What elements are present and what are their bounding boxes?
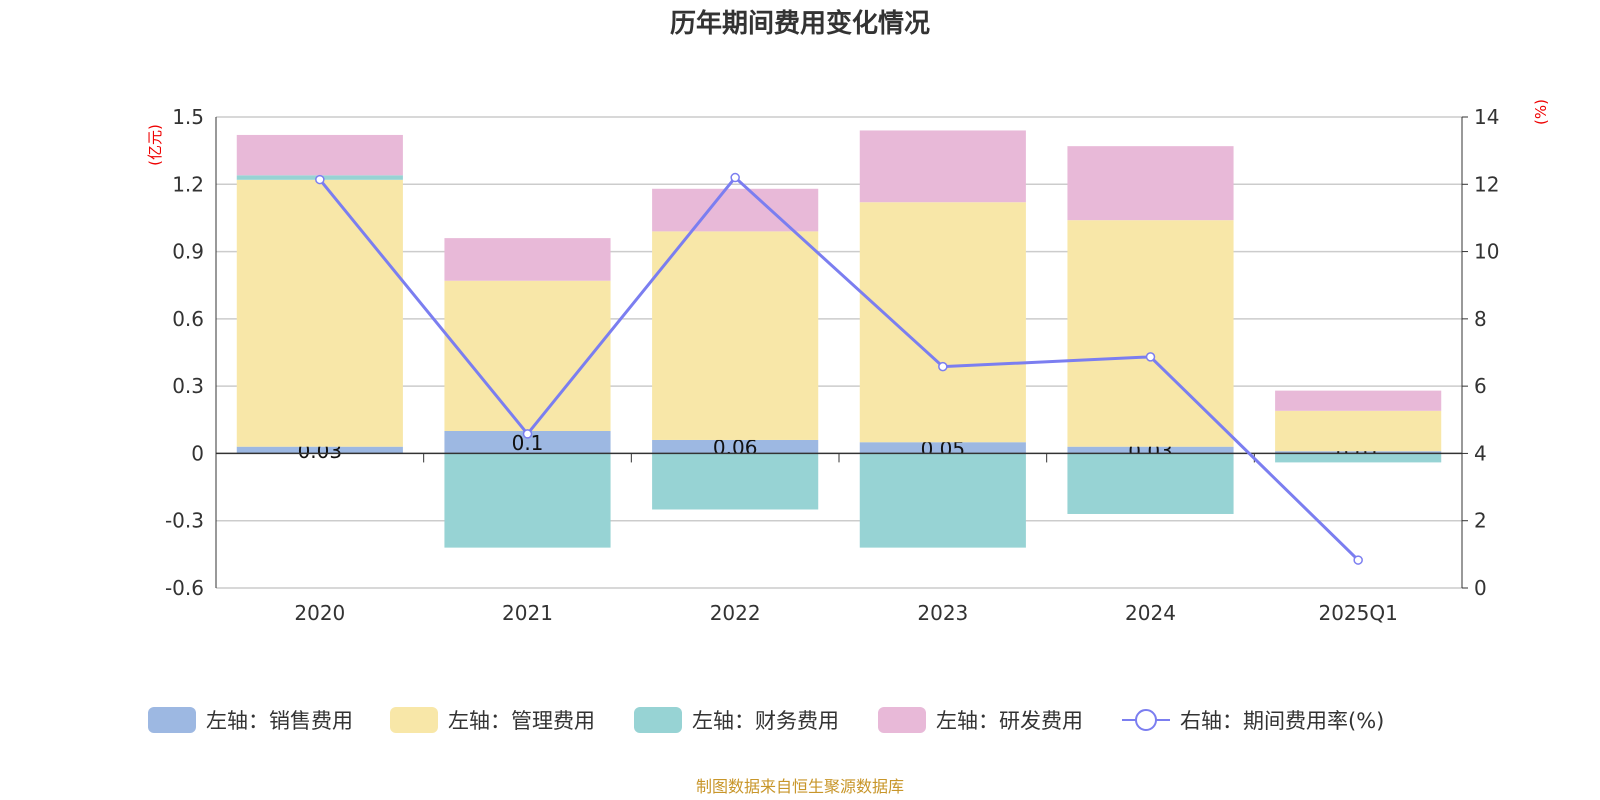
legend-item[interactable]: 左轴：财务费用: [634, 707, 839, 733]
bar-segment[interactable]: [1067, 446, 1234, 454]
legend-label: 左轴：研发费用: [936, 709, 1083, 733]
legend-swatch: [878, 707, 926, 733]
x-tick-label: 2022: [710, 601, 761, 625]
bar-segment[interactable]: [444, 431, 611, 454]
left-tick-label: -0.3: [165, 509, 204, 533]
bar-segment[interactable]: [1275, 390, 1442, 411]
x-tick-label: 2021: [502, 601, 553, 625]
right-tick-label: 6: [1474, 374, 1487, 398]
bar-segment[interactable]: [1275, 451, 1442, 454]
source-footer: 制图数据来自恒生聚源数据库: [696, 777, 904, 796]
bar-segment[interactable]: [859, 453, 1026, 548]
right-tick-label: 0: [1474, 576, 1487, 600]
left-tick-label: 1.5: [172, 105, 204, 129]
left-tick-label: -0.6: [165, 576, 204, 600]
legend-item[interactable]: 左轴：销售费用: [148, 707, 353, 733]
bar-segment[interactable]: [1067, 220, 1234, 447]
left-axis-unit: (亿元): [146, 124, 164, 166]
legend-label: 右轴：期间费用率(%): [1180, 709, 1384, 733]
legend-label: 左轴：管理费用: [448, 709, 595, 733]
right-tick-label: 14: [1474, 105, 1499, 129]
rate-point[interactable]: [730, 172, 740, 183]
bar-segment[interactable]: [236, 446, 403, 454]
legend-label: 左轴：财务费用: [692, 709, 839, 733]
legend-circle-icon: [1135, 709, 1157, 731]
bar-segment[interactable]: [859, 130, 1026, 203]
rate-line: [318, 175, 1360, 562]
bar-segment[interactable]: [444, 453, 611, 548]
right-axis-unit: (%): [1532, 99, 1550, 125]
left-tick-label: 1.2: [172, 172, 204, 196]
right-tick-label: 12: [1474, 172, 1499, 196]
left-tick-label: 0.6: [172, 307, 204, 331]
x-tick-label: 2025Q1: [1318, 601, 1397, 625]
bar-segment[interactable]: [1067, 146, 1234, 221]
legend-swatch: [634, 707, 682, 733]
bar-segment[interactable]: [236, 179, 403, 447]
rate-point[interactable]: [938, 361, 948, 372]
legend-item[interactable]: 左轴：管理费用: [390, 707, 595, 733]
legend-swatch: [390, 707, 438, 733]
rate-point[interactable]: [315, 174, 325, 185]
bar-segment[interactable]: [444, 280, 611, 431]
bar-segment[interactable]: [236, 134, 403, 176]
bar-segment[interactable]: [652, 439, 819, 454]
left-tick-label: 0.9: [172, 240, 204, 264]
legend-swatch: [148, 707, 196, 733]
bar-segment[interactable]: [1067, 453, 1234, 514]
x-tick-label: 2023: [917, 601, 968, 625]
bar-segment[interactable]: [652, 231, 819, 440]
legend-label: 左轴：销售费用: [206, 709, 353, 733]
bar-segment[interactable]: [1275, 410, 1442, 452]
left-tick-label: 0.3: [172, 374, 204, 398]
bar-segment[interactable]: [652, 188, 819, 232]
bar-segment[interactable]: [444, 238, 611, 281]
x-tick-label: 2024: [1125, 601, 1176, 625]
rate-point[interactable]: [1353, 555, 1363, 565]
legend-item[interactable]: 右轴：期间费用率(%): [1122, 709, 1384, 733]
chart-title: 历年期间费用变化情况: [670, 8, 930, 39]
right-tick-label: 4: [1474, 441, 1487, 465]
bar-segment[interactable]: [859, 442, 1026, 454]
rate-point[interactable]: [522, 429, 533, 439]
bar-segment[interactable]: [859, 202, 1026, 443]
right-tick-label: 2: [1474, 509, 1487, 533]
rate-point[interactable]: [1145, 352, 1156, 362]
bar-segment[interactable]: [1275, 453, 1442, 463]
bar-segment[interactable]: [652, 453, 819, 510]
left-tick-label: 0: [191, 441, 204, 465]
right-tick-label: 10: [1474, 240, 1499, 264]
x-tick-label: 2020: [294, 601, 345, 625]
right-tick-label: 8: [1474, 307, 1487, 331]
legend-item[interactable]: 左轴：研发费用: [878, 707, 1083, 733]
